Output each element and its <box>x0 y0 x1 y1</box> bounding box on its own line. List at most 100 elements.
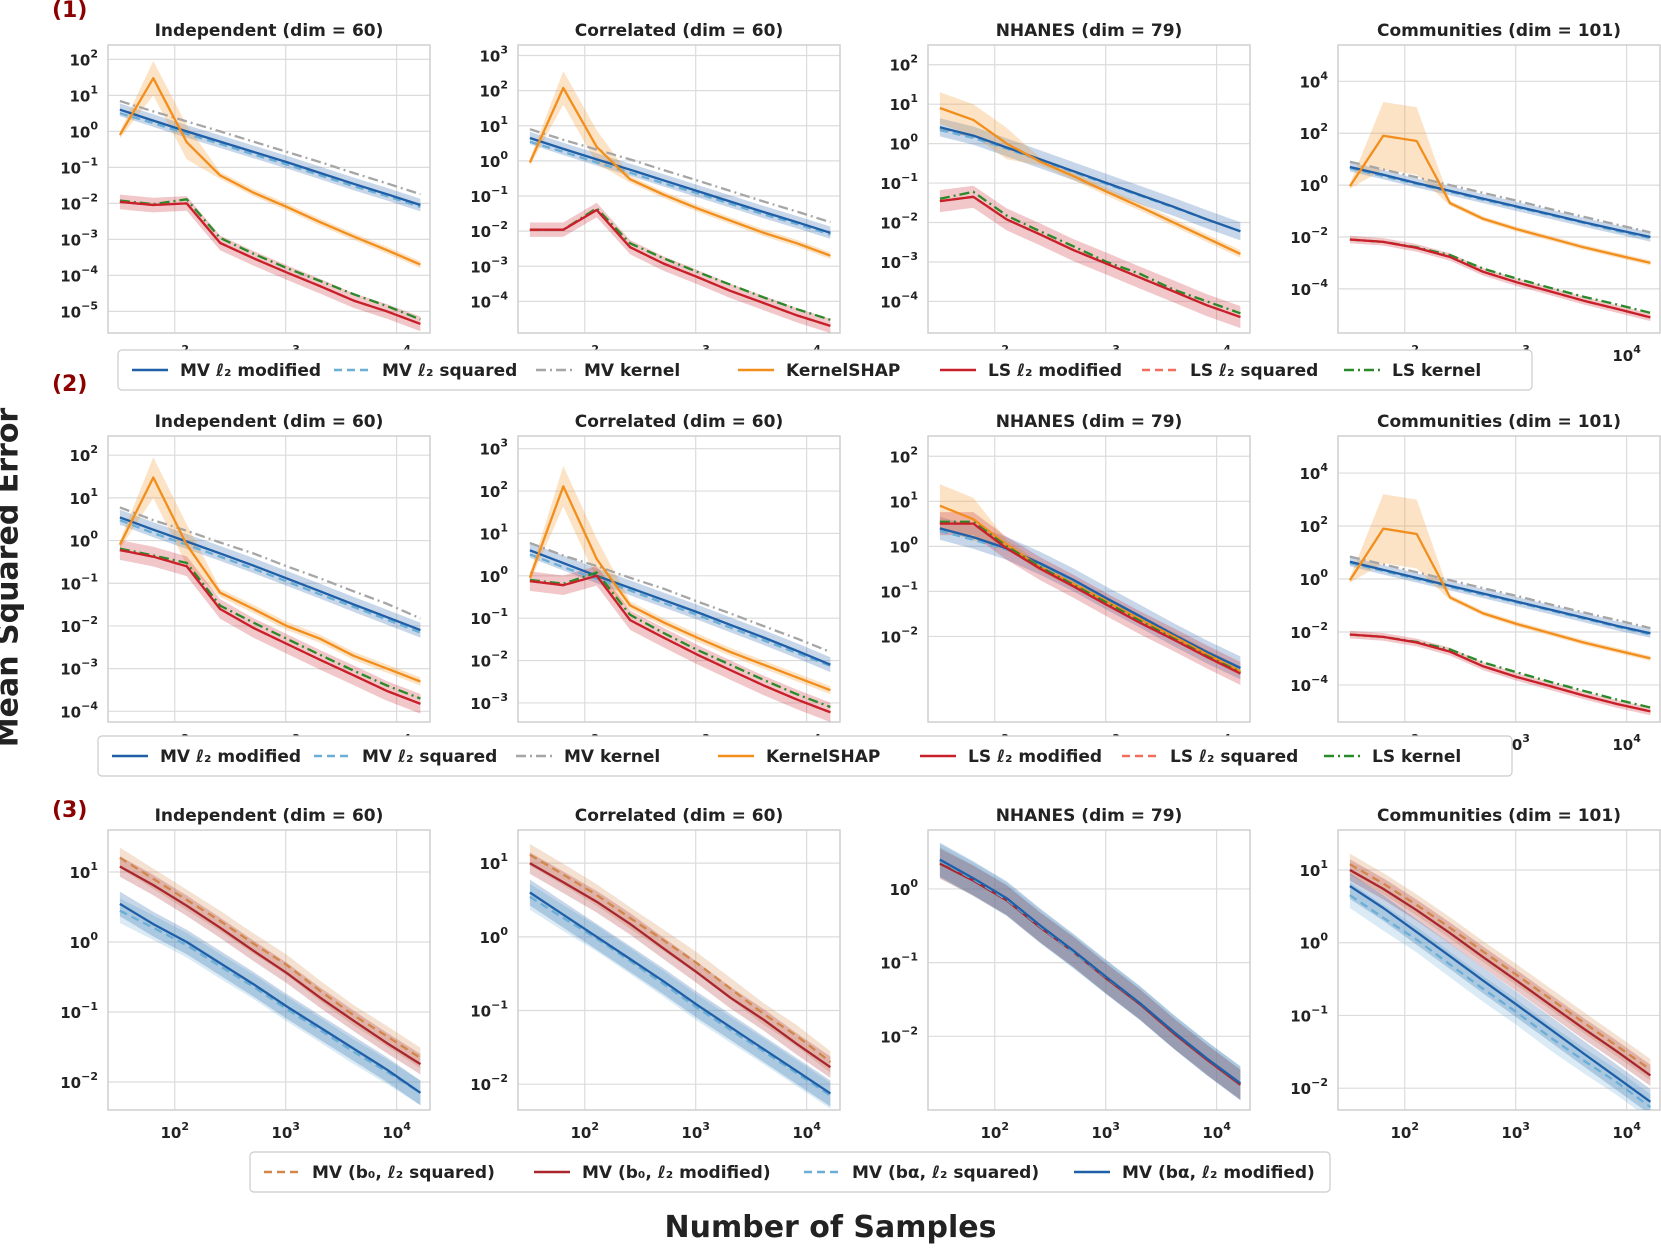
series-line-kernelshap <box>118 476 421 683</box>
series-line-mv_ba_squared <box>529 895 832 1097</box>
band-mv_b0_squared <box>939 847 1241 1100</box>
y-tick-label: 100 <box>479 149 508 171</box>
y-tick-label: 10−1 <box>1290 1003 1328 1025</box>
y-tick-label: 10−3 <box>880 250 918 272</box>
y-tick-label: 103 <box>479 437 508 459</box>
legend-2: MV ℓ₂ modified MV ℓ₂ squared MV kernel Kern… <box>97 735 1513 777</box>
legend-item-mv_b0_modified: MV (b₀, ℓ₂ modified) <box>534 1163 771 1183</box>
x-tick-label: 102 <box>1391 1120 1420 1142</box>
band-mv_l2_modified <box>529 542 831 673</box>
y-tick-label: 102 <box>69 47 98 69</box>
chart-title: NHANES (dim = 79) <box>996 412 1183 432</box>
y-tick-label: 101 <box>889 489 918 511</box>
series-line-ls_l2_modified <box>939 195 1241 319</box>
plot-area <box>118 61 421 332</box>
y-tick-label: 10−1 <box>60 571 98 593</box>
y-axis-label: Mean Squared Error <box>0 407 26 748</box>
chart-panel-r2-c3: NHANES (dim = 79)10−210−1100101102102103… <box>880 412 1251 754</box>
chart-title: Independent (dim = 60) <box>155 412 384 432</box>
plot-area <box>1349 853 1652 1110</box>
legend-item-mv_ba_squared: MV (bα, ℓ₂ squared) <box>804 1163 1039 1183</box>
chart-panel-r3-c1: Independent (dim = 60) 10−2 10−1 100 101 102 1… <box>60 806 431 1142</box>
y-tick-label: 10−1 <box>60 155 98 177</box>
y-tick-label: 101 <box>69 83 98 105</box>
legend-label: LS kernel <box>1372 747 1461 767</box>
legend-label: MV ℓ₂ squared <box>382 361 517 381</box>
y-tick-label: 101 <box>479 114 508 136</box>
series-line-mv_l2_squared <box>119 519 421 634</box>
y-tick-label: 10−1 <box>470 184 508 206</box>
plot-frame <box>927 435 1251 723</box>
chart-title: Correlated (dim = 60) <box>575 806 783 826</box>
band-mv_ba_modified <box>939 842 1241 1101</box>
series-line-kernelshap <box>1348 527 1651 660</box>
series-line-mv_l2_modified <box>939 527 1241 669</box>
series-line-mv_l2_squared <box>119 112 421 208</box>
x-axis-label: Number of Samples <box>664 1210 997 1245</box>
x-tick-label: 103 <box>271 1120 300 1142</box>
y-tick-label: 100 <box>479 564 508 586</box>
plot-frame <box>1337 829 1661 1111</box>
series-line-ls_l2_modified <box>119 200 421 325</box>
band-ls_l2_modified <box>529 566 831 722</box>
y-tick-label: 10−5 <box>60 299 98 321</box>
y-tick-label: 102 <box>479 479 508 501</box>
series-line-ls_kernel <box>939 190 1241 315</box>
chart-title: Communities (dim = 101) <box>1377 806 1621 826</box>
x-tick-label: 102 <box>571 1120 600 1142</box>
plot-area <box>528 466 831 722</box>
legend-box <box>117 349 1533 391</box>
legend-item-mv_l2_modified: MV ℓ₂ modified <box>132 361 321 381</box>
plot-frame <box>927 44 1251 334</box>
x-tick-label: 103 <box>681 1120 710 1142</box>
legend-item-ls_l2_squared: LS ℓ₂ squared <box>1142 361 1318 381</box>
legend-item-mv_kernel: MV kernel <box>536 361 680 381</box>
chart-panel-r3-c2: Correlated (dim = 60) 10−2 10−1 100 101 102 10… <box>470 806 841 1142</box>
legend-label: LS ℓ₂ modified <box>968 747 1102 767</box>
y-tick-label: 101 <box>69 486 98 508</box>
series-line-ls_kernel <box>119 547 421 700</box>
band-ls_l2_modified <box>939 512 1241 685</box>
row-label-2: (2) <box>52 372 88 397</box>
band-mv_b0_squared <box>119 847 421 1069</box>
y-tick-label: 10−2 <box>470 219 508 241</box>
y-tick-label: 102 <box>1299 514 1328 536</box>
series-line-ls_kernel <box>119 198 421 321</box>
plot-area <box>1348 494 1651 716</box>
chart-panel-r2-c1: Independent (dim = 60) 10−4 10−3 10−2 10−1 10… <box>60 412 431 754</box>
y-tick-label: 102 <box>1299 121 1328 143</box>
series-line-mv_ba_squared <box>1349 894 1652 1109</box>
legend-label: MV (b₀, ℓ₂ squared) <box>312 1163 495 1183</box>
plot-frame <box>107 829 431 1111</box>
series-line-mv_b0_squared <box>529 853 832 1063</box>
y-tick-label: 100 <box>889 877 918 899</box>
series-line-mv_b0_modified <box>529 862 832 1069</box>
band-mv_b0_modified <box>529 852 831 1078</box>
chart-panel-r1-c2: Correlated (dim = 60) 10−4 10−3 10−2 10−1 100… <box>470 21 841 365</box>
y-tick-label: 102 <box>479 79 508 101</box>
x-tick-label: 102 <box>161 1120 190 1142</box>
chart-title: NHANES (dim = 79) <box>996 806 1183 826</box>
legend-item-ls_l2_modified: LS ℓ₂ modified <box>940 361 1122 381</box>
band-kernelshap <box>529 71 831 260</box>
plot-frame <box>1337 435 1661 723</box>
band-mv_b0_modified <box>939 848 1241 1100</box>
series-line-ls_l2_modified <box>1349 633 1651 713</box>
band-mv_ba_squared <box>529 883 831 1109</box>
band-kernelshap <box>1349 494 1651 661</box>
y-tick-label: 100 <box>69 930 98 952</box>
legend-item-mv_kernel: MV kernel <box>516 747 660 767</box>
legend-box <box>249 1151 1331 1193</box>
chart-title: NHANES (dim = 79) <box>996 21 1183 41</box>
y-tick-label: 10−2 <box>1290 225 1328 247</box>
series-line-mv_ba_modified <box>529 891 832 1095</box>
series-line-mv_kernel <box>119 99 421 196</box>
legend-label: LS ℓ₂ squared <box>1170 747 1298 767</box>
series-line-kernelshap <box>528 485 831 692</box>
series-line-ls_l2_modified <box>119 548 421 705</box>
plot-frame <box>107 44 431 334</box>
plot-frame <box>1337 44 1661 334</box>
series-line-mv_ba_modified <box>1349 885 1652 1103</box>
x-tick-label: 104 <box>1612 732 1641 754</box>
